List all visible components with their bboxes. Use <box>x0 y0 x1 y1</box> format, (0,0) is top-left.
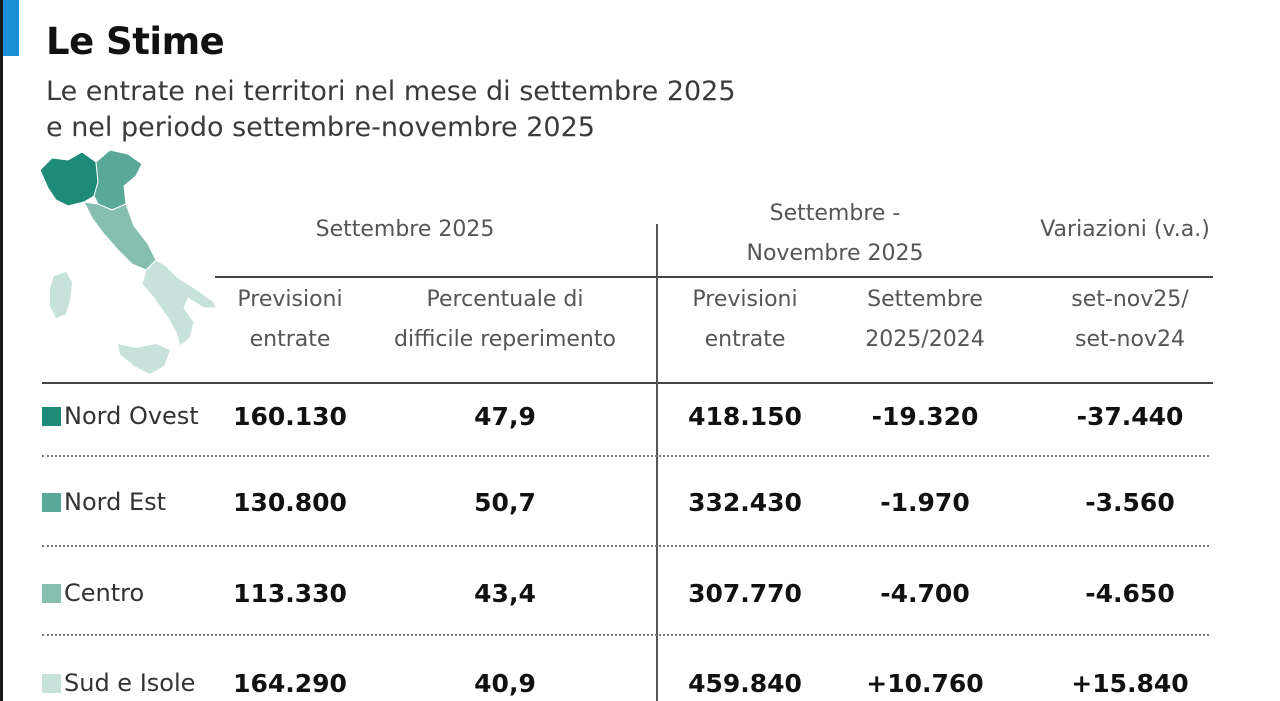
cell-percentuale: 47,9 <box>474 402 536 431</box>
italy-map-icon <box>39 149 217 374</box>
col-header-var-periodo: set-nov25/ set-nov24 <box>1071 287 1189 352</box>
row-divider <box>42 545 1209 547</box>
row-divider <box>42 634 1209 636</box>
cell-percentuale: 40,9 <box>474 669 536 698</box>
header-divider <box>215 276 1213 278</box>
cell-var-periodo: -37.440 <box>1076 402 1184 431</box>
table-row-region: Nord Est <box>42 488 166 516</box>
cell-var-settembre: -1.970 <box>880 488 970 517</box>
cell-previsioni: 113.330 <box>233 579 347 608</box>
map-region-centro <box>83 201 157 271</box>
row-divider <box>42 455 1209 457</box>
region-swatch <box>42 492 61 512</box>
region-label: Centro <box>64 579 145 607</box>
cell-var-settembre: -4.700 <box>880 579 970 608</box>
map-region-sud <box>141 259 217 347</box>
cell-var-settembre: +10.760 <box>866 669 984 698</box>
map-region-sardegna <box>50 272 72 318</box>
map-region-sicilia <box>118 344 170 374</box>
region-swatch <box>42 583 61 603</box>
cell-previsioni: 164.290 <box>233 669 347 698</box>
col-header-percentuale: Percentuale di difficile reperimento <box>394 287 616 352</box>
header-group-variazioni: Variazioni (v.a.) <box>1040 217 1210 242</box>
cell-previsioni-periodo: 307.770 <box>688 579 802 608</box>
column-separator <box>656 224 658 701</box>
page-subtitle: Le entrate nei territori nel mese di set… <box>46 76 736 143</box>
region-label: Nord Ovest <box>64 402 199 430</box>
header-group-periodo: Settembre - Novembre 2025 <box>746 201 924 266</box>
cell-previsioni-periodo: 332.430 <box>688 488 802 517</box>
header-group-settembre: Settembre 2025 <box>315 217 495 242</box>
cell-percentuale: 50,7 <box>474 488 536 517</box>
table-top-rule <box>42 382 1213 384</box>
region-swatch <box>42 673 61 693</box>
table-row-region: Centro <box>42 579 144 607</box>
cell-percentuale: 43,4 <box>474 579 536 608</box>
map-region-nord-ovest <box>39 151 99 207</box>
col-header-var-settembre: Settembre 2025/2024 <box>865 287 985 352</box>
col-header-previsioni: Previsioni entrate <box>237 287 343 352</box>
cell-previsioni-periodo: 459.840 <box>688 669 802 698</box>
region-label: Nord Est <box>64 488 167 516</box>
cell-var-periodo: -4.650 <box>1085 579 1175 608</box>
cell-previsioni: 130.800 <box>233 488 347 517</box>
region-swatch <box>42 406 61 426</box>
cell-var-periodo: -3.560 <box>1085 488 1175 517</box>
cell-var-settembre: -19.320 <box>871 402 979 431</box>
cell-previsioni-periodo: 418.150 <box>688 402 802 431</box>
page-title: Le Stime <box>46 20 225 63</box>
table-row-region: Nord Ovest <box>42 402 199 430</box>
accent-bar <box>3 0 19 56</box>
region-label: Sud e Isole <box>64 669 196 697</box>
cell-previsioni: 160.130 <box>233 402 347 431</box>
table-row-region: Sud e Isole <box>42 669 195 697</box>
cell-var-periodo: +15.840 <box>1071 669 1189 698</box>
left-rule <box>0 0 3 701</box>
map-region-nord-est <box>93 149 143 211</box>
col-header-previsioni-periodo: Previsioni entrate <box>692 287 798 352</box>
